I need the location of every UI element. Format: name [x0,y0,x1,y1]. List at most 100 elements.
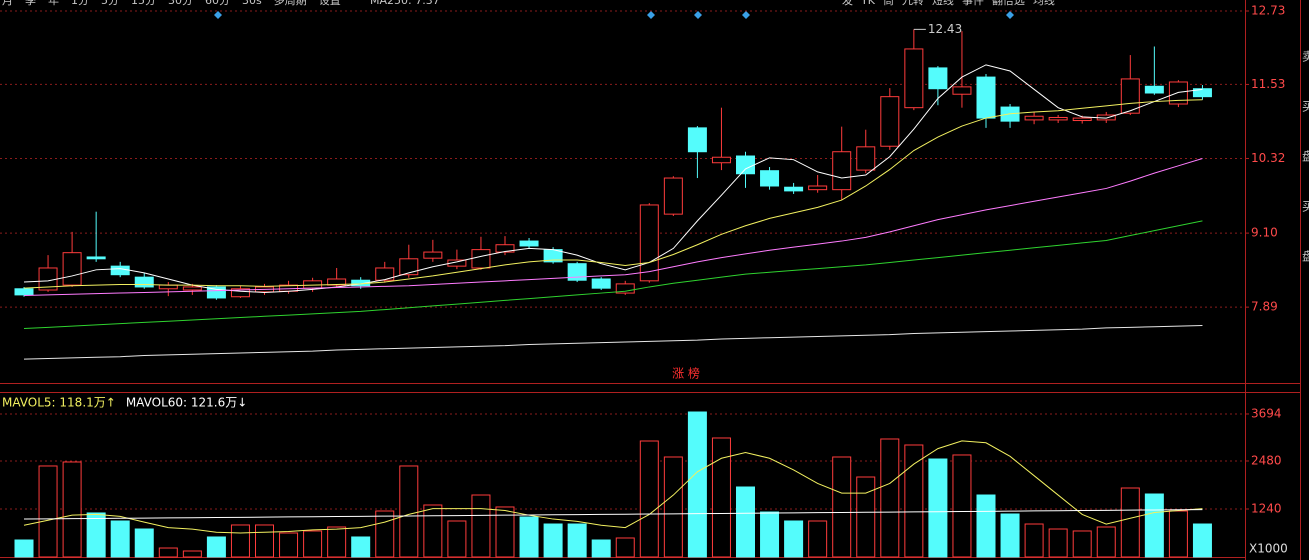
ma-line [23,220,1203,330]
volume-bar [447,520,467,558]
volume-bar [952,454,972,558]
toolbar: 月 季 年 1分 5分 15分 30分 60分 30s 多周期 设置 MA250: 7.37 发 YK 筒 九… [2,0,1055,7]
event-marker[interactable] [647,11,655,19]
volume-bar [255,524,274,558]
volume-bar [760,511,780,558]
mavol-line [23,440,1203,534]
candle-body [1048,116,1068,121]
toolbar-button[interactable]: 15分 [131,0,156,7]
y-tick-label: 12.73 [1251,4,1285,18]
volume-bar [639,440,659,558]
toolbar-button[interactable]: 发 [842,0,853,7]
volume-bar [158,547,178,558]
candle-body [1072,117,1092,122]
side-label: 买 [1302,200,1309,214]
candle-body [832,151,852,191]
volume-bar [808,520,828,558]
volume-bar [1120,487,1140,558]
toolbar-button[interactable]: 筒 [883,0,894,7]
candle-body [760,170,780,187]
candle-body [615,283,635,294]
ma-line [23,99,1203,289]
candle-body [711,156,731,164]
candle-body [952,86,972,95]
toolbar-button[interactable]: 事件 [962,0,984,7]
toolbar-button[interactable]: 九转 [902,0,924,7]
toolbar-button[interactable]: 季 [25,0,36,7]
side-label: 买 [1302,100,1309,114]
volume-bar [399,465,419,558]
volume-bar [1072,530,1092,558]
toolbar-button[interactable]: 60分 [205,0,230,7]
volume-bar [495,506,515,558]
candle-body [1192,88,1212,98]
candle-body [687,127,707,153]
legend-entry: MAVOL5: 118.1万↑ [2,396,116,410]
event-marker[interactable] [1006,11,1014,19]
candle-body [784,186,804,192]
candle-body [1144,85,1164,94]
volume-bar [134,528,154,558]
y-tick-label: 3694 [1251,406,1282,420]
volume-bar [230,524,250,558]
candle-body [62,252,82,286]
candle-body [639,204,659,282]
ma-label: MA250: 7.37 [370,0,440,7]
event-marker[interactable] [742,11,750,19]
candle-body [399,258,419,276]
volume-bar [471,494,491,558]
y-tick-label: 1240 [1251,501,1282,515]
volume-bar [110,520,130,558]
y-tick-label: 11.53 [1251,77,1285,91]
volume-bar [303,530,323,558]
volume-bar [327,526,347,558]
candle-body [736,155,755,175]
event-marker[interactable] [214,11,222,19]
candle-body [471,249,491,269]
candle-body [1168,81,1188,105]
toolbar-button[interactable]: 年 [48,0,59,7]
candle-body [976,76,996,119]
volume-bar [832,456,852,558]
toolbar-button[interactable]: 翻倍选 [992,0,1025,7]
toolbar-button[interactable]: 月 [2,0,13,7]
volume-bar [880,438,900,558]
toolbar-button[interactable]: 30s [242,0,262,7]
volume-bar [86,512,106,558]
volume-bar [1096,526,1116,558]
volume-bar [687,411,707,558]
volume-bar [423,504,443,558]
toolbar-button[interactable]: YK [860,0,876,7]
candle-body [591,278,611,289]
toolbar-button[interactable]: 设置 [319,0,341,7]
toolbar-button[interactable]: 30分 [168,0,193,7]
candle-body [86,256,106,260]
y-tick-label: 2480 [1251,453,1282,467]
side-label: 盘 [1302,149,1309,164]
ma-line [23,157,1203,297]
toolbar-button[interactable]: 多周期 [274,0,307,7]
volume-bar [375,510,395,558]
volume-bar [736,486,755,558]
toolbar-button[interactable]: 1分 [71,0,89,7]
toolbar-button[interactable]: 均线 [1033,0,1055,7]
candle-body [230,288,250,298]
ma-line [23,64,1203,293]
volume-bar [904,444,924,558]
volume-bar [351,536,371,558]
toolbar-button[interactable]: 5分 [101,0,119,7]
candle-body [110,265,130,276]
candle-body [375,267,395,281]
volume-bar [38,465,58,558]
volume-bar [14,539,34,558]
event-marker[interactable] [694,11,702,19]
candle-body [856,146,876,171]
mavol-line [23,509,1203,520]
volume-bar [206,536,226,558]
side-label: 盘 [1302,249,1309,264]
candle-body [880,96,900,147]
toolbar-button[interactable]: 短线 [932,0,954,7]
candle-body [567,263,587,281]
